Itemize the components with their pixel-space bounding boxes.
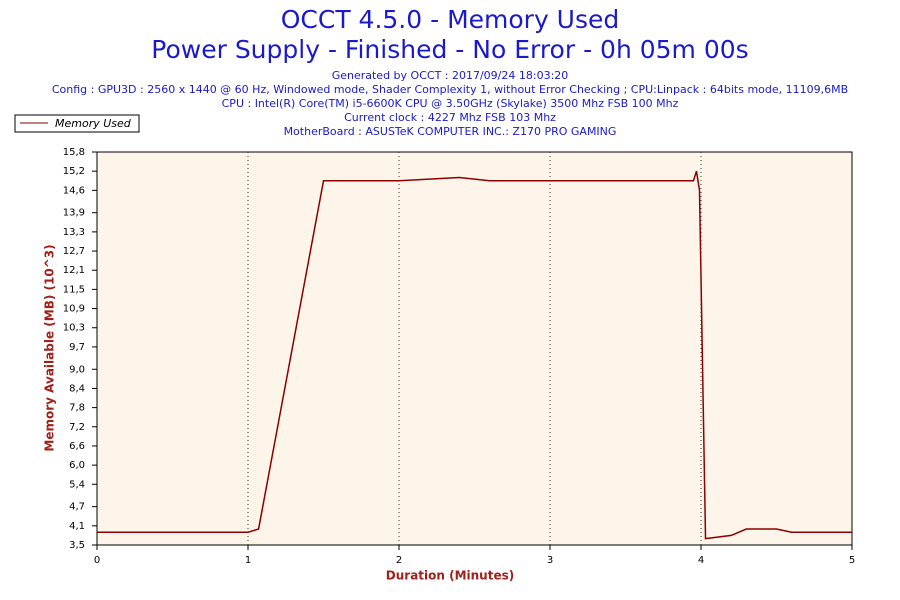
info-line: Generated by OCCT : 2017/09/24 18:03:20 — [332, 69, 569, 82]
y-tick-label: 5,4 — [69, 479, 85, 490]
info-line: MotherBoard : ASUSTeK COMPUTER INC.: Z17… — [284, 125, 617, 138]
y-tick-label: 6,6 — [69, 441, 85, 452]
y-tick-label: 13,3 — [63, 227, 85, 238]
data-line — [97, 170, 852, 540]
chart-subtitle: Power Supply - Finished - No Error - 0h … — [151, 35, 748, 64]
y-tick-label: 12,7 — [63, 246, 85, 257]
y-tick-label: 6,0 — [69, 460, 85, 471]
x-tick-label: 2 — [396, 555, 402, 566]
legend-box — [14, 114, 140, 133]
y-tick-label: 10,9 — [63, 304, 85, 315]
legend-label: Memory Used — [55, 117, 132, 130]
info-line: Current clock : 4227 Mhz FSB 103 Mhz — [344, 111, 556, 124]
y-tick-label: 8,4 — [69, 383, 85, 394]
y-tick-label: 7,2 — [69, 422, 85, 433]
y-tick-label: 14,6 — [63, 185, 85, 196]
y-tick-label: 4,1 — [69, 521, 85, 532]
x-tick-label: 3 — [547, 555, 553, 566]
y-tick-label: 4,7 — [69, 502, 85, 513]
y-tick-label: 15,2 — [63, 166, 85, 177]
x-tick-label: 0 — [94, 555, 100, 566]
info-line: CPU : Intel(R) Core(TM) i5-6600K CPU @ 3… — [222, 97, 679, 110]
info-line: Config : GPU3D : 2560 x 1440 @ 60 Hz, Wi… — [52, 83, 848, 96]
x-tick-label: 4 — [698, 555, 704, 566]
y-tick-label: 11,5 — [63, 284, 85, 295]
y-tick-label: 15,8 — [63, 147, 85, 158]
y-tick-label: 12,1 — [63, 265, 85, 276]
y-tick-label: 9,7 — [69, 342, 85, 353]
y-axis-label: Memory Available (MB) (10^3) — [43, 244, 57, 451]
chart-title: OCCT 4.5.0 - Memory Used — [281, 5, 620, 34]
y-tick-label: 7,8 — [69, 403, 85, 414]
plot-area — [96, 151, 853, 546]
y-tick-label: 3,5 — [69, 540, 85, 551]
x-axis-label: Duration (Minutes) — [386, 569, 514, 583]
x-tick-label: 1 — [245, 555, 251, 566]
y-tick-label: 9,0 — [69, 364, 85, 375]
x-tick-label: 5 — [849, 555, 855, 566]
y-tick-label: 13,9 — [63, 208, 85, 219]
y-tick-label: 10,3 — [63, 323, 85, 334]
